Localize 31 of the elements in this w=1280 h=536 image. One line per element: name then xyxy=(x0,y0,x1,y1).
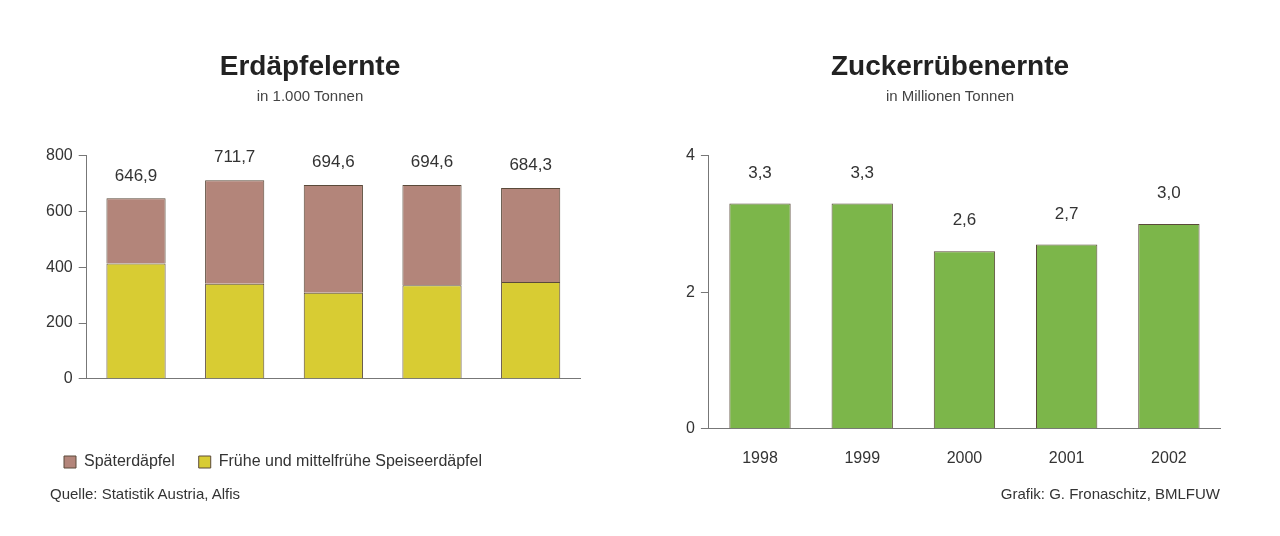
y-tick-label: 2 xyxy=(685,282,695,300)
legend-label: Späterdäpfel xyxy=(84,452,175,470)
x-tick-label: 1999 xyxy=(844,448,881,466)
y-tick-label: 0 xyxy=(685,419,695,437)
x-tick-label: 2001 xyxy=(1048,448,1085,466)
total-label: 711,7 xyxy=(214,147,256,167)
legend-label: Frühe und mittelfrühe Speiseerdäpfel xyxy=(218,452,482,470)
data-label: 2,7 xyxy=(1054,203,1079,223)
x-tick-label: 2000 xyxy=(946,448,983,466)
text: Grafik: G. Fronaschitz, BMLFUW xyxy=(1000,485,1220,502)
data-label: 2,6 xyxy=(952,210,977,230)
x-tick-label: 2002 xyxy=(1151,448,1187,466)
chart-title: Erdäpfelernte xyxy=(219,49,401,81)
data-label: 3,3 xyxy=(748,162,772,182)
x-tick-label: 1998 xyxy=(742,448,778,466)
chart-subtitle: in 1.000 Tonnen xyxy=(256,86,364,104)
y-tick-label: 800 xyxy=(45,146,73,164)
total-label: 646,9 xyxy=(114,165,158,185)
chart-subtitle: in Millionen Tonnen xyxy=(885,86,1015,104)
chart-title: Zuckerrübenernte xyxy=(830,49,1070,81)
data-label: 3,3 xyxy=(850,162,875,182)
y-tick-label: 600 xyxy=(45,201,73,219)
data-label: 3,0 xyxy=(1157,183,1181,203)
y-tick-label: 200 xyxy=(45,313,73,331)
total-label: 694,6 xyxy=(312,152,355,172)
total-label: 694,6 xyxy=(410,152,454,172)
source-note: Quelle: Statistik Austria, Alfis xyxy=(50,485,241,502)
y-tick-label: 0 xyxy=(63,369,73,387)
y-tick-label: 400 xyxy=(45,257,73,275)
total-label: 684,3 xyxy=(509,155,552,175)
y-tick-label: 4 xyxy=(685,146,695,164)
